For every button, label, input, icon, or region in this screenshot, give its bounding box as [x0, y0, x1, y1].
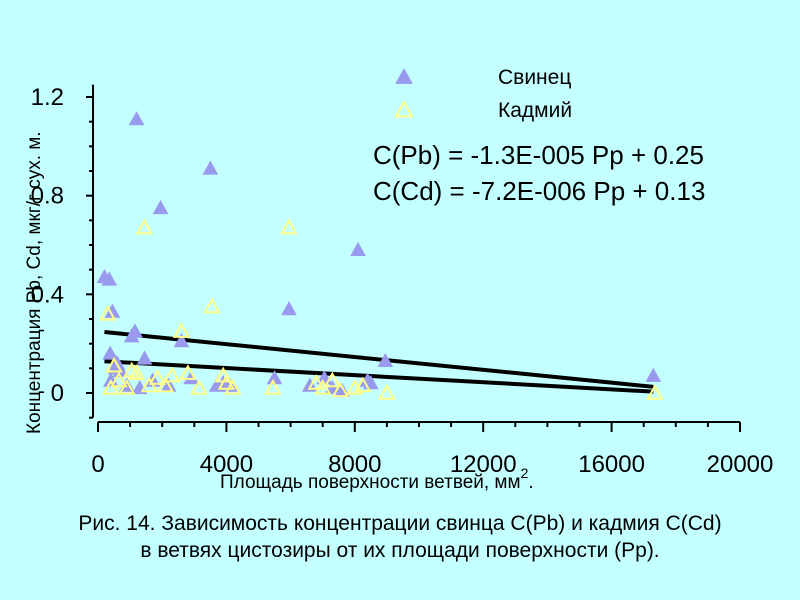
- cadmium-data-point: [354, 376, 372, 393]
- cadmium-data-point: [217, 374, 236, 390]
- y-tick-label: 0.8: [31, 183, 64, 210]
- caption-line-1: Рис. 14. Зависимость концентрации свинца…: [78, 512, 722, 535]
- x-axis-title-end: .: [528, 472, 533, 493]
- cadmium-data-point: [646, 383, 664, 400]
- lead-data-point: [377, 352, 394, 368]
- legend-marker-lead: [395, 67, 413, 84]
- x-tick-label: 12000: [450, 451, 517, 478]
- trendline-lead: [104, 329, 654, 389]
- y-ticks: 0 0.4 0.8 1.2: [31, 84, 93, 419]
- cadmium-data-point: [156, 376, 175, 393]
- legend-label-cadmium: Кадмий: [498, 99, 572, 122]
- cadmium-data-point: [378, 383, 396, 400]
- cadmium-data-point: [331, 381, 350, 398]
- x-axis-title-main: Площадь поверхности ветвей, мм: [220, 472, 521, 493]
- lead-data-point: [152, 199, 169, 215]
- lead-data-point: [128, 111, 145, 126]
- cadmium-data-point: [307, 374, 325, 390]
- x-tick-label: 4000: [200, 451, 253, 478]
- trendline-cadmium: [104, 359, 654, 394]
- cadmium-data-point: [118, 379, 136, 395]
- lead-data-point: [202, 160, 219, 175]
- lead-data-point: [102, 345, 119, 360]
- cadmium-data-point: [264, 379, 282, 395]
- lead-data-point: [281, 301, 297, 316]
- x-axis-title-sup: 2: [521, 465, 529, 481]
- y-tick-label: 1.2: [31, 84, 64, 111]
- cadmium-data-point: [190, 379, 208, 395]
- lead-data-point: [101, 271, 118, 286]
- y-tick-label: 0.4: [31, 281, 64, 308]
- trendlines: [104, 329, 654, 394]
- figure-caption: Рис. 14. Зависимость концентрации свинца…: [0, 510, 800, 564]
- y-tick-label: 0: [51, 380, 64, 407]
- legend-marker-cadmium: [394, 99, 414, 118]
- x-tick-label: 0: [91, 451, 104, 478]
- x-axis-title: Площадь поверхности ветвей, мм2.: [220, 465, 534, 493]
- equation-lead: C(Pb) = -1.3E-005 Pp + 0.25: [373, 140, 704, 170]
- cadmium-data-point: [280, 218, 298, 235]
- cadmium-data-point: [135, 218, 154, 235]
- data-points: [96, 111, 664, 400]
- x-tick-label: 20000: [707, 451, 774, 478]
- lead-data-point: [173, 333, 190, 348]
- equation-cadmium: C(Cd) = -7.2E-006 Pp + 0.13: [373, 176, 705, 206]
- y-axis-title: Концентрация Pb, Cd, мкг/г сух. м.: [24, 131, 45, 434]
- cadmium-data-point: [140, 376, 159, 393]
- legend-label-lead: Свинец: [498, 66, 571, 89]
- cadmium-data-point: [224, 379, 242, 395]
- cadmium-data-point: [148, 369, 167, 385]
- cadmium-data-point: [323, 371, 342, 388]
- cadmium-data-point: [314, 379, 332, 395]
- cadmium-data-point: [105, 356, 123, 373]
- cadmium-data-point: [98, 305, 117, 321]
- cadmium-data-point: [110, 371, 128, 388]
- lead-data-point: [136, 350, 153, 365]
- cadmium-data-point: [163, 366, 181, 383]
- cadmium-data-point: [127, 364, 146, 380]
- cadmium-data-point: [102, 379, 120, 395]
- x-tick-label: 8000: [328, 451, 381, 478]
- cadmium-data-point: [203, 297, 221, 314]
- lead-data-point: [350, 241, 366, 257]
- x-tick-label: 16000: [578, 451, 645, 478]
- cadmium-data-point: [172, 322, 191, 338]
- lead-data-point: [645, 367, 662, 382]
- lead-data-point: [127, 323, 143, 338]
- x-ticks: 0 4000 8000 12000 16000 20000: [91, 422, 773, 478]
- cadmium-data-point: [179, 364, 197, 380]
- caption-line-2: в ветвях цистозиры от их площади поверхн…: [140, 539, 660, 562]
- legend: Свинец Кадмий: [394, 66, 572, 122]
